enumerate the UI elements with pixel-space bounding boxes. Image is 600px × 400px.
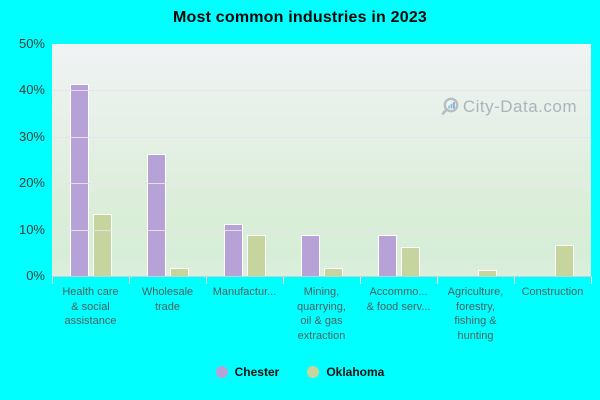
category-label: Mining, quarrying, oil & gas extraction [297,286,346,342]
x-axis-tick [52,277,53,284]
oklahoma-legend-dot [307,366,320,378]
bar-group [129,45,206,277]
x-axis-line [52,276,592,277]
gridline [52,229,591,231]
category-label: Accommo... & food serv... [366,286,431,313]
x-axis-tick [514,277,515,284]
bar-chester [377,235,397,277]
bar-groups [52,45,591,277]
x-axis-tick [129,277,130,284]
legend: Chester Oklahoma [0,365,600,379]
x-axis-tick [283,277,284,284]
y-tick-label: 40% [18,82,45,98]
watermark-text: City-Data.com [462,97,577,116]
category-label: Agriculture, forestry, fishing & hunting [447,286,504,342]
bar-group [206,45,283,277]
bar-group [437,45,514,277]
chester-legend-label: Chester [234,365,280,379]
bar-chester [223,224,243,277]
category-label: Manufactur... [212,286,277,298]
bar-group [514,45,591,277]
bar-oklahoma [92,214,112,277]
bar-oklahoma [246,235,266,277]
y-tick-label: 50% [18,36,45,51]
bar-chester [69,84,89,277]
category-label: Wholesale trade [141,286,194,313]
bar-group [283,45,360,277]
legend-item-chester: Chester [215,365,280,379]
gridline [52,136,591,138]
bar-oklahoma [400,247,420,277]
y-tick-label: 30% [18,128,45,144]
category-label: Health care & social assistance [62,286,119,327]
watermark: City-Data.com [439,96,577,118]
y-tick-label: 0% [26,268,45,283]
x-axis-tick [206,277,207,284]
plot-area: City-Data.com [52,44,591,277]
bar-chester [300,235,320,277]
city-data-logo-icon [439,96,461,118]
y-tick-label: 10% [18,221,45,237]
bar-oklahoma [554,245,574,277]
y-tick-label: 20% [18,175,45,191]
chart-title: Most common industries in 2023 [172,9,428,26]
bar-group [360,45,437,277]
legend-item-oklahoma: Oklahoma [307,365,384,379]
gridline [52,90,591,92]
x-axis-tick [591,277,592,284]
x-axis-tick [360,277,361,284]
gridline [52,183,591,185]
oklahoma-legend-label: Oklahoma [326,365,385,379]
x-axis-tick [437,277,438,284]
category-label: Construction [521,286,584,298]
bar-chester [146,154,166,277]
bar-group [52,45,129,277]
chester-legend-dot [215,366,228,378]
